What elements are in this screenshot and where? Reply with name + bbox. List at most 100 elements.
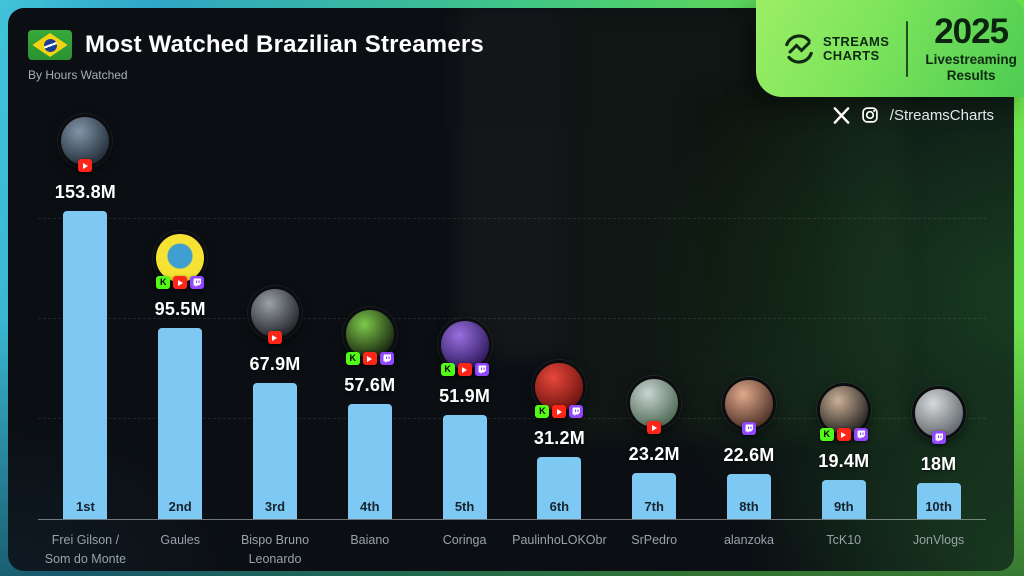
brazil-flag-icon [28, 30, 72, 60]
background-blur-shape [698, 98, 828, 328]
streamer-column: K 95.5M 2nd [133, 110, 228, 519]
kick-icon: K [819, 428, 834, 441]
platform-badges [267, 331, 282, 344]
rank-label: 6th [549, 499, 570, 514]
twitch-icon [741, 422, 756, 435]
streams-charts-logo-icon [785, 33, 813, 64]
twitch-icon [931, 431, 946, 444]
rank-label: 9th [834, 499, 854, 514]
play-glyph [462, 366, 468, 373]
streamer-avatar: K [532, 360, 587, 418]
x-icon[interactable] [833, 106, 850, 124]
platform-badges: K [440, 363, 489, 376]
platform-badges [78, 159, 93, 172]
bar: 10th [916, 483, 961, 519]
streamer-column: 67.9M 3rd [228, 110, 323, 519]
streams-charts-logo-text: STREAMS CHARTS [823, 33, 890, 63]
streamer-name: alanzoka [723, 533, 774, 547]
streamer-avatar [911, 386, 966, 444]
streamer-avatar: K [437, 318, 492, 376]
brand-panel: STREAMS CHARTS 2025 Livestreaming Result… [756, 0, 1024, 97]
value-label: 23.2M [628, 444, 680, 464]
streamer-column: 22.6M 8th [702, 110, 797, 519]
streamer-column: K 19.4M 9th [796, 110, 891, 519]
kick-icon: K [156, 276, 171, 289]
panel-divider [906, 20, 909, 77]
streamer-name: TcK10 [826, 533, 862, 547]
value-label: 57.6M [344, 375, 396, 395]
bar: 5th [442, 415, 487, 519]
twitch-icon [853, 428, 868, 441]
value-label: 19.4M [818, 451, 870, 471]
category-labels: Frei Gilson / Som do Monte Gaules Bispo Bru… [38, 531, 986, 569]
value-label: 51.9M [439, 386, 491, 406]
streams-charts-logo: STREAMS CHARTS [782, 32, 889, 66]
twitch-icon [474, 363, 489, 376]
kick-icon: K [440, 363, 455, 376]
page-subtitle: By Hours Watched [28, 68, 128, 82]
rank-label: 3rd [264, 499, 286, 514]
streamer-column: K 51.9M 5th [417, 110, 512, 519]
twitch-icon [190, 276, 205, 289]
youtube-icon [173, 276, 188, 289]
streamer-name: Baiano [350, 533, 390, 547]
gridline [38, 418, 986, 419]
youtube-icon [362, 352, 377, 365]
twitch-icon [379, 352, 394, 365]
bar: 1st [63, 211, 108, 519]
platform-badges: K [345, 352, 394, 365]
streamer-name: PaulinhoLOKObr [512, 533, 607, 547]
rank-label: 2nd [168, 499, 192, 514]
streamer-avatar [247, 286, 302, 344]
play-glyph [82, 162, 88, 169]
streamer-column: 153.8M 1st [38, 110, 133, 519]
background-blur-shape [458, 8, 573, 358]
social-handle[interactable]: /StreamsCharts [889, 106, 994, 124]
streamer-column: K 57.6M 4th [322, 110, 417, 519]
kick-icon: K [535, 405, 550, 418]
youtube-icon [267, 331, 282, 344]
value-label: 153.8M [54, 182, 117, 202]
streamer-avatar: K [816, 383, 871, 441]
youtube-icon [457, 363, 472, 376]
play-glyph [272, 334, 278, 341]
streamer-column: K 31.2M 6th [512, 110, 607, 519]
play-glyph [367, 355, 373, 362]
streamer-avatar [627, 376, 682, 434]
bar: 8th [726, 474, 771, 519]
social-row: /StreamsCharts [833, 106, 994, 124]
streamer-avatar [58, 114, 113, 172]
twitch-icon [569, 405, 584, 418]
rank-label: 5th [454, 499, 475, 514]
streamer-name: Frei Gilson / Som do Monte [44, 533, 127, 566]
streamer-name: JonVlogs [912, 533, 965, 547]
rank-label: 7th [644, 499, 664, 514]
page-title: Most Watched Brazilian Streamers [85, 31, 484, 58]
streamer-column: 23.2M 7th [607, 110, 702, 519]
rank-label: 4th [360, 499, 380, 514]
platform-badges: K [819, 428, 868, 441]
bar: 7th [632, 473, 677, 519]
instagram-icon[interactable] [861, 106, 879, 124]
play-glyph [556, 408, 562, 415]
streamer-column: 18M 10th [891, 110, 986, 519]
bar-chart: 153.8M 1st K 95.5M 2nd 67.9M 3rd K 57.6M 4th K 51.9… [38, 110, 986, 576]
streamer-name: Bispo Bruno Leonardo [240, 533, 310, 566]
bar: 2nd [158, 328, 203, 519]
rank-label: 8th [739, 499, 759, 514]
bars-area: 153.8M 1st K 95.5M 2nd 67.9M 3rd K 57.6M 4th K 51.9… [38, 110, 986, 520]
rank-label: 10th [925, 499, 952, 514]
play-glyph [841, 431, 847, 438]
youtube-icon [78, 159, 93, 172]
header: Most Watched Brazilian Streamers By Hour… [28, 30, 484, 82]
results-label: Livestreaming Results [925, 51, 1017, 83]
platform-badges: K [156, 276, 205, 289]
streamer-avatar [721, 377, 776, 435]
platform-badges [647, 421, 662, 434]
bar: 3rd [252, 383, 297, 519]
value-label: 95.5M [154, 299, 206, 319]
kick-icon: K [345, 352, 360, 365]
year-block: 2025 Livestreaming Results [925, 14, 1017, 83]
value-label: 67.9M [249, 354, 301, 374]
